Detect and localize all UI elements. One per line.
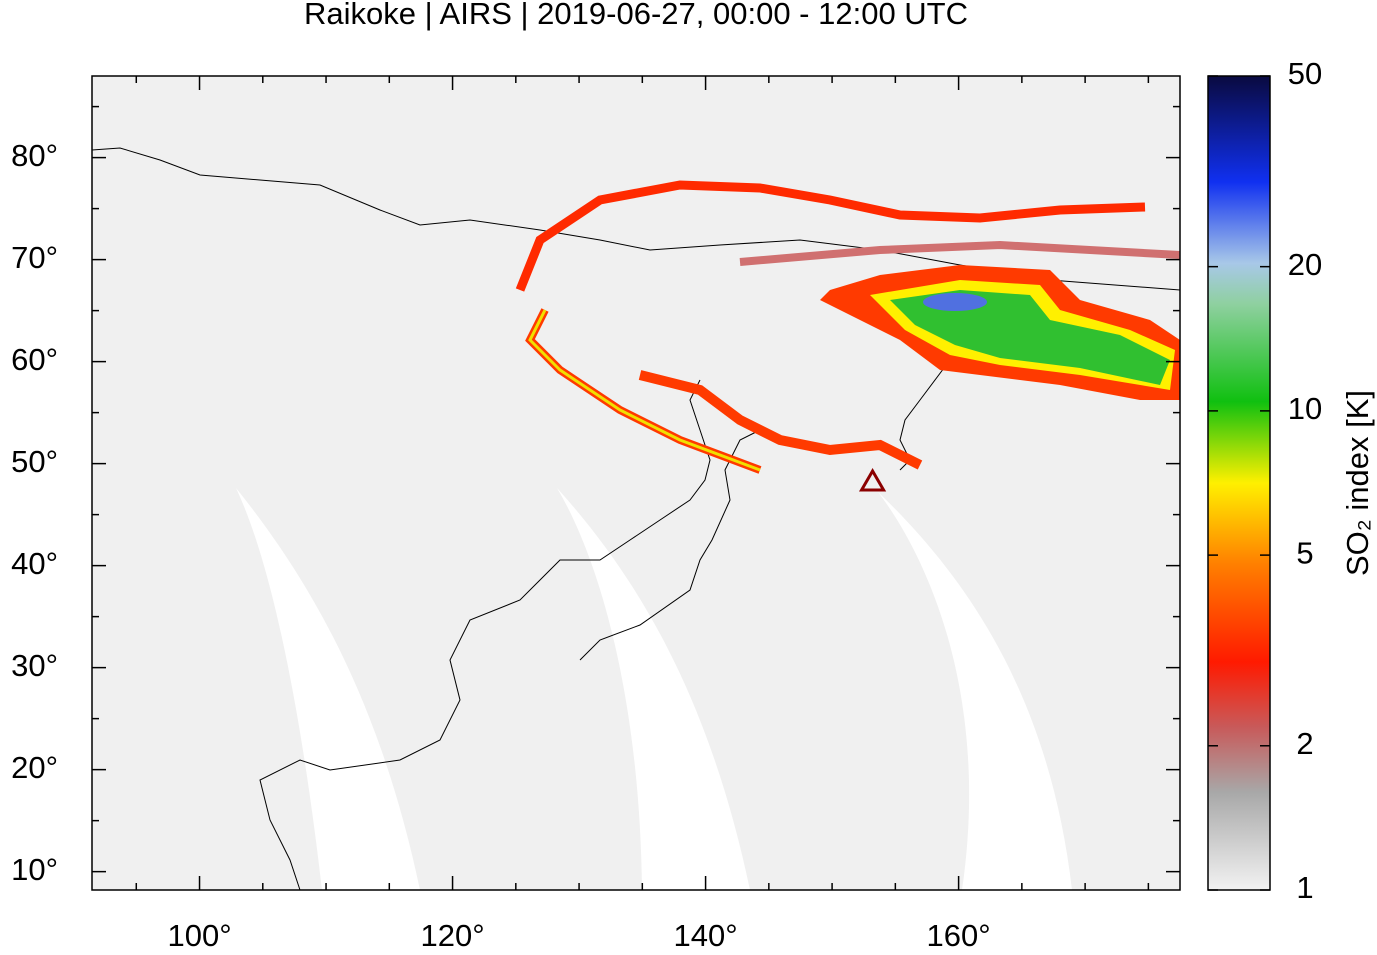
plume — [515, 180, 1146, 292]
plot-frame — [91, 75, 1181, 891]
colorbar-tick-label: 50 — [1288, 56, 1322, 91]
y-tick-label: 70° — [11, 240, 58, 275]
colorbar-tick-label: 20 — [1288, 247, 1322, 282]
plume — [923, 293, 987, 311]
coastline — [579, 429, 761, 661]
volcano-marker — [858, 467, 887, 492]
colorbar-tick-label: 2 — [1296, 726, 1313, 761]
y-tick-label: 30° — [11, 648, 58, 683]
y-tick-label: 10° — [11, 852, 58, 887]
x-tick-label: 120° — [420, 918, 484, 950]
colorbar — [1207, 75, 1271, 891]
plume — [638, 370, 923, 470]
plume — [528, 309, 761, 472]
colorbar-tick-label: 5 — [1296, 535, 1313, 570]
y-tick-label: 40° — [11, 546, 58, 581]
x-tick-label: 140° — [674, 918, 738, 950]
x-tick-label: 100° — [167, 918, 231, 950]
chart-title: Raikoke | AIRS | 2019-06-27, 00:00 - 12:… — [304, 0, 968, 31]
plume — [890, 290, 1170, 385]
y-tick-label: 80° — [11, 138, 58, 173]
y-tick-label: 20° — [11, 750, 58, 785]
swath-gap — [878, 492, 1072, 890]
colorbar-label: SO₂ index [K] — [1340, 390, 1375, 576]
y-tick-label: 50° — [11, 444, 58, 479]
swath-gap — [236, 488, 420, 890]
x-tick-label: 160° — [927, 918, 991, 950]
plume — [739, 240, 1180, 266]
colorbar-tick-label: 10 — [1288, 391, 1322, 426]
colorbar-tick-label: 1 — [1296, 870, 1313, 905]
map-area — [92, 76, 1180, 890]
swath-gap — [557, 488, 750, 890]
coastline — [259, 379, 711, 890]
y-tick-label: 60° — [11, 342, 58, 377]
